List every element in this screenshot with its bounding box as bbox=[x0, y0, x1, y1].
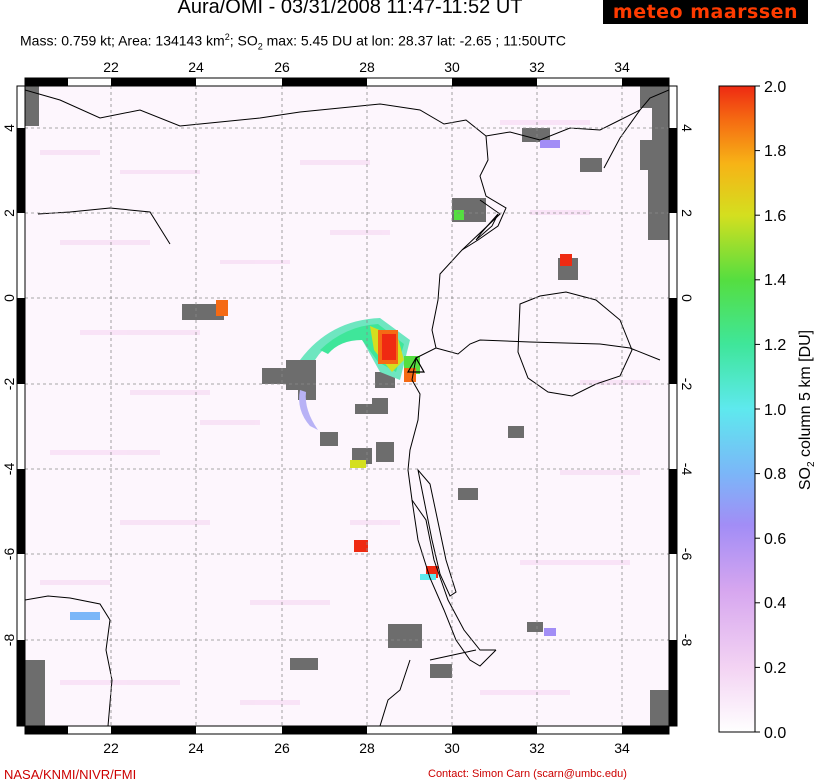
colorbar-tick-label: 1.6 bbox=[764, 208, 786, 225]
max-text: max: 5.45 DU at lon: 28.37 lat: -2.65 ; … bbox=[262, 32, 566, 49]
map-background bbox=[25, 86, 669, 726]
lat-tick-right: -2 bbox=[679, 378, 695, 391]
colorbar-tick-label: 0.6 bbox=[764, 531, 786, 548]
colorbar-tick-label: 1.4 bbox=[764, 272, 786, 289]
credit-text: NASA/KNMI/NIVR/FMI bbox=[4, 767, 137, 782]
colorbar-tick-label: 0.2 bbox=[764, 660, 786, 677]
colorbar-ticks bbox=[755, 85, 760, 733]
latitude-labels-left: 4 2 0 -2 -4 -6 -8 bbox=[1, 124, 17, 646]
colorbar: 2.0 1.8 1.6 1.4 1.2 1.0 0.8 0.6 0.4 0.2 … bbox=[718, 79, 816, 742]
lon-tick-top: 28 bbox=[359, 59, 375, 75]
lat-tick-left: -2 bbox=[1, 378, 17, 391]
lon-tick-bottom: 22 bbox=[103, 740, 119, 756]
lat-tick-right: -6 bbox=[679, 548, 695, 561]
so2-subscript: 2 bbox=[257, 41, 263, 52]
lon-tick-top: 24 bbox=[188, 59, 204, 75]
contact-text: Contact: Simon Carn (scarn@umbc.edu) bbox=[428, 768, 627, 780]
longitude-labels-bottom: 22 24 26 28 30 32 34 bbox=[103, 740, 630, 756]
colorbar-axis-label: SO2 column 5 km [DU] bbox=[797, 330, 816, 490]
lon-tick-bottom: 26 bbox=[274, 740, 290, 756]
so2-label: ; SO bbox=[229, 32, 258, 49]
lat-tick-right: 0 bbox=[679, 294, 695, 302]
lon-tick-top: 26 bbox=[274, 59, 290, 75]
latitude-labels-right: 4 2 0 -2 -4 -6 -8 bbox=[679, 124, 695, 646]
chart-title: Aura/OMI - 03/31/2008 11:47-11:52 UT bbox=[177, 0, 523, 18]
lon-tick-bottom: 28 bbox=[359, 740, 375, 756]
triangle-icon bbox=[406, 356, 426, 373]
longitude-labels-top: 22 24 26 28 30 32 34 bbox=[103, 59, 630, 75]
lat-tick-right: 4 bbox=[679, 124, 695, 132]
lon-tick-top: 34 bbox=[614, 59, 630, 75]
colorbar-tick-label: 0.0 bbox=[764, 725, 786, 742]
background-so2-noise bbox=[40, 120, 650, 705]
lon-tick-bottom: 30 bbox=[444, 740, 460, 756]
lat-tick-left: -4 bbox=[1, 463, 17, 476]
lat-tick-left: -8 bbox=[1, 634, 17, 647]
lon-tick-bottom: 32 bbox=[529, 740, 545, 756]
lon-tick-top: 22 bbox=[103, 59, 119, 75]
lat-tick-left: -6 bbox=[1, 548, 17, 561]
country-borders bbox=[25, 89, 669, 726]
graticule bbox=[25, 86, 669, 726]
colorbar-gradient bbox=[718, 85, 756, 733]
missing-data-patches bbox=[25, 86, 669, 726]
lon-tick-bottom: 34 bbox=[614, 740, 630, 756]
lat-tick-left: 2 bbox=[1, 209, 17, 217]
colorbar-tick-label: 2.0 bbox=[764, 79, 786, 96]
area-exponent: 2 bbox=[224, 32, 230, 42]
lat-tick-right: 2 bbox=[679, 209, 695, 217]
lake-outlines bbox=[37, 207, 633, 597]
lon-tick-top: 32 bbox=[529, 59, 545, 75]
lat-tick-right: -8 bbox=[679, 634, 695, 647]
colorbar-tick-label: 0.4 bbox=[764, 595, 786, 612]
colorbar-tick-label: 1.0 bbox=[764, 402, 786, 419]
area-text: Area: 134143 km bbox=[118, 32, 225, 49]
map-area bbox=[25, 86, 669, 726]
lon-tick-top: 30 bbox=[444, 59, 460, 75]
so2-plume bbox=[70, 140, 572, 636]
colorbar-tick-label: 1.8 bbox=[764, 143, 786, 160]
lat-tick-left: 4 bbox=[1, 124, 17, 132]
colorbar-tick-label: 1.2 bbox=[764, 337, 786, 354]
meteo-maarssen-logo: meteo maarssen bbox=[603, 0, 808, 24]
map-frame bbox=[16, 77, 678, 735]
lat-tick-right: -4 bbox=[679, 463, 695, 476]
colorbar-tick-label: 0.8 bbox=[764, 466, 786, 483]
so2-summary: Mass: 0.759 kt; Area: 134143 km2; SO2 ma… bbox=[20, 32, 566, 51]
lat-tick-left: 0 bbox=[1, 294, 17, 302]
mass-text: Mass: 0.759 kt; bbox=[20, 32, 119, 49]
lon-tick-bottom: 24 bbox=[188, 740, 204, 756]
